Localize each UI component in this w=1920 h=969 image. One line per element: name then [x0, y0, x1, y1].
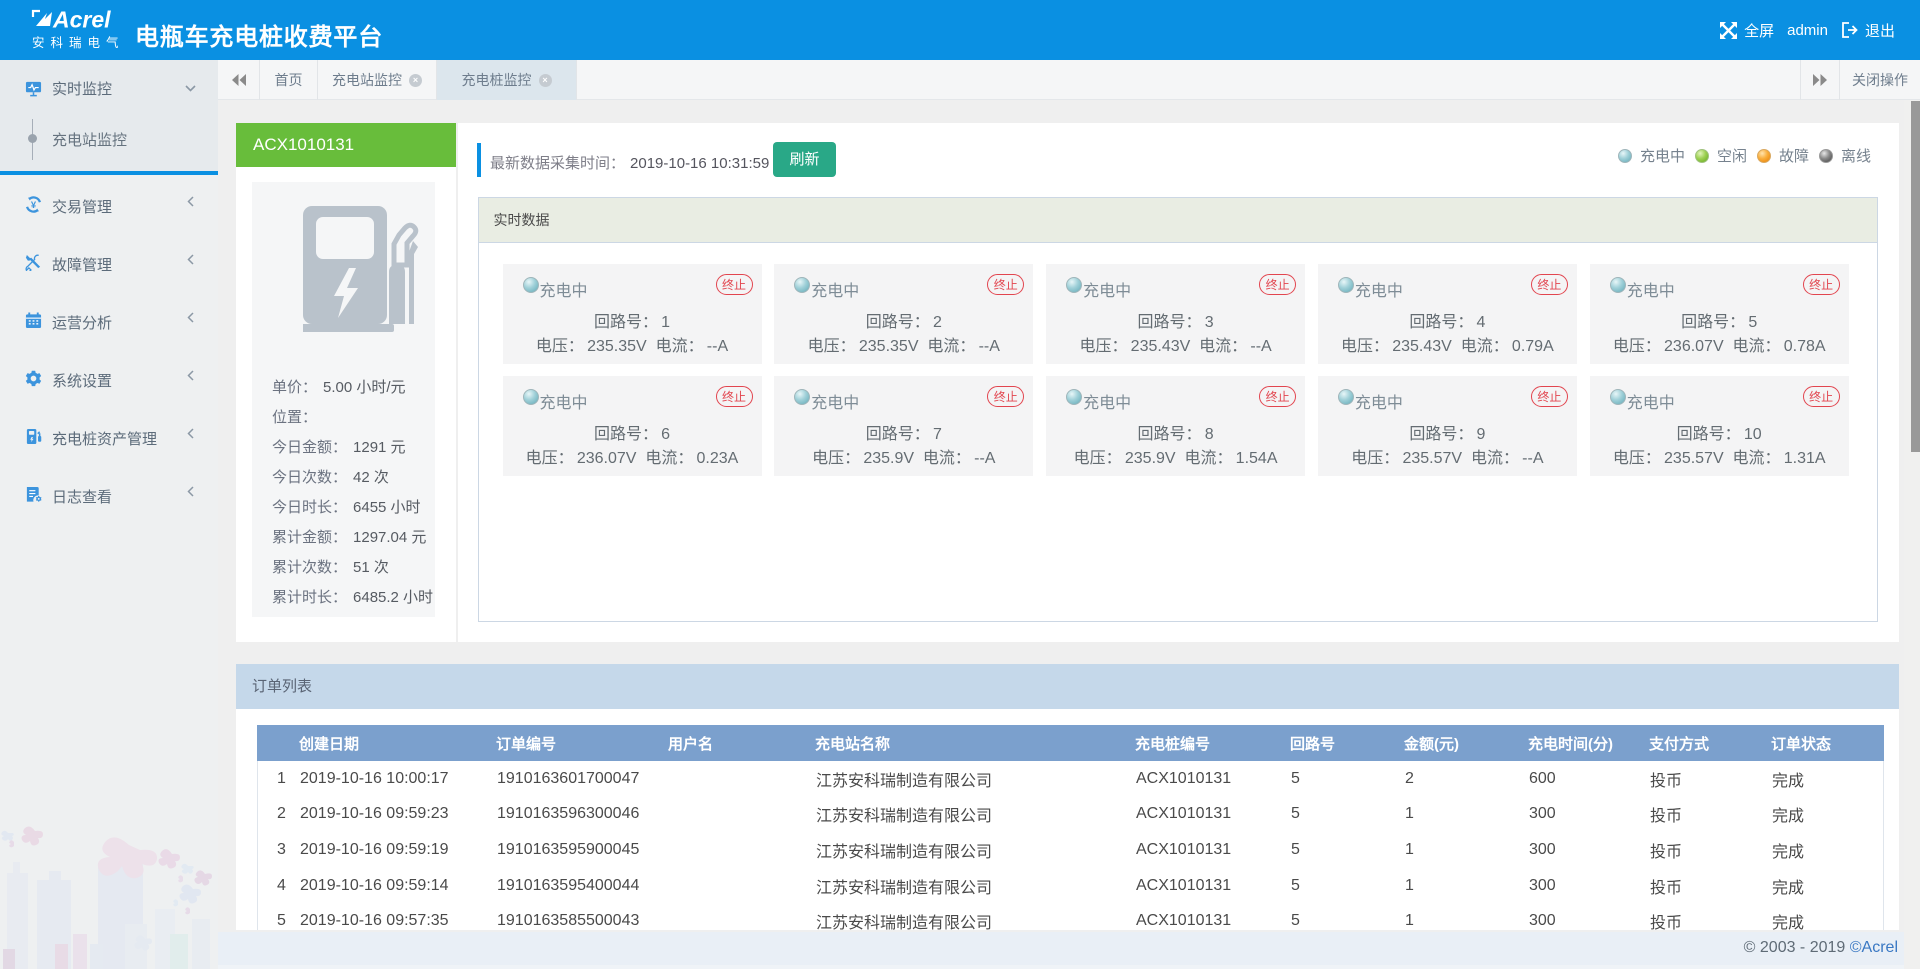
svg-text:¥: ¥: [31, 200, 37, 211]
svg-text:安科瑞电气: 安科瑞电气: [32, 35, 125, 50]
svg-text:Acrel: Acrel: [52, 8, 111, 33]
